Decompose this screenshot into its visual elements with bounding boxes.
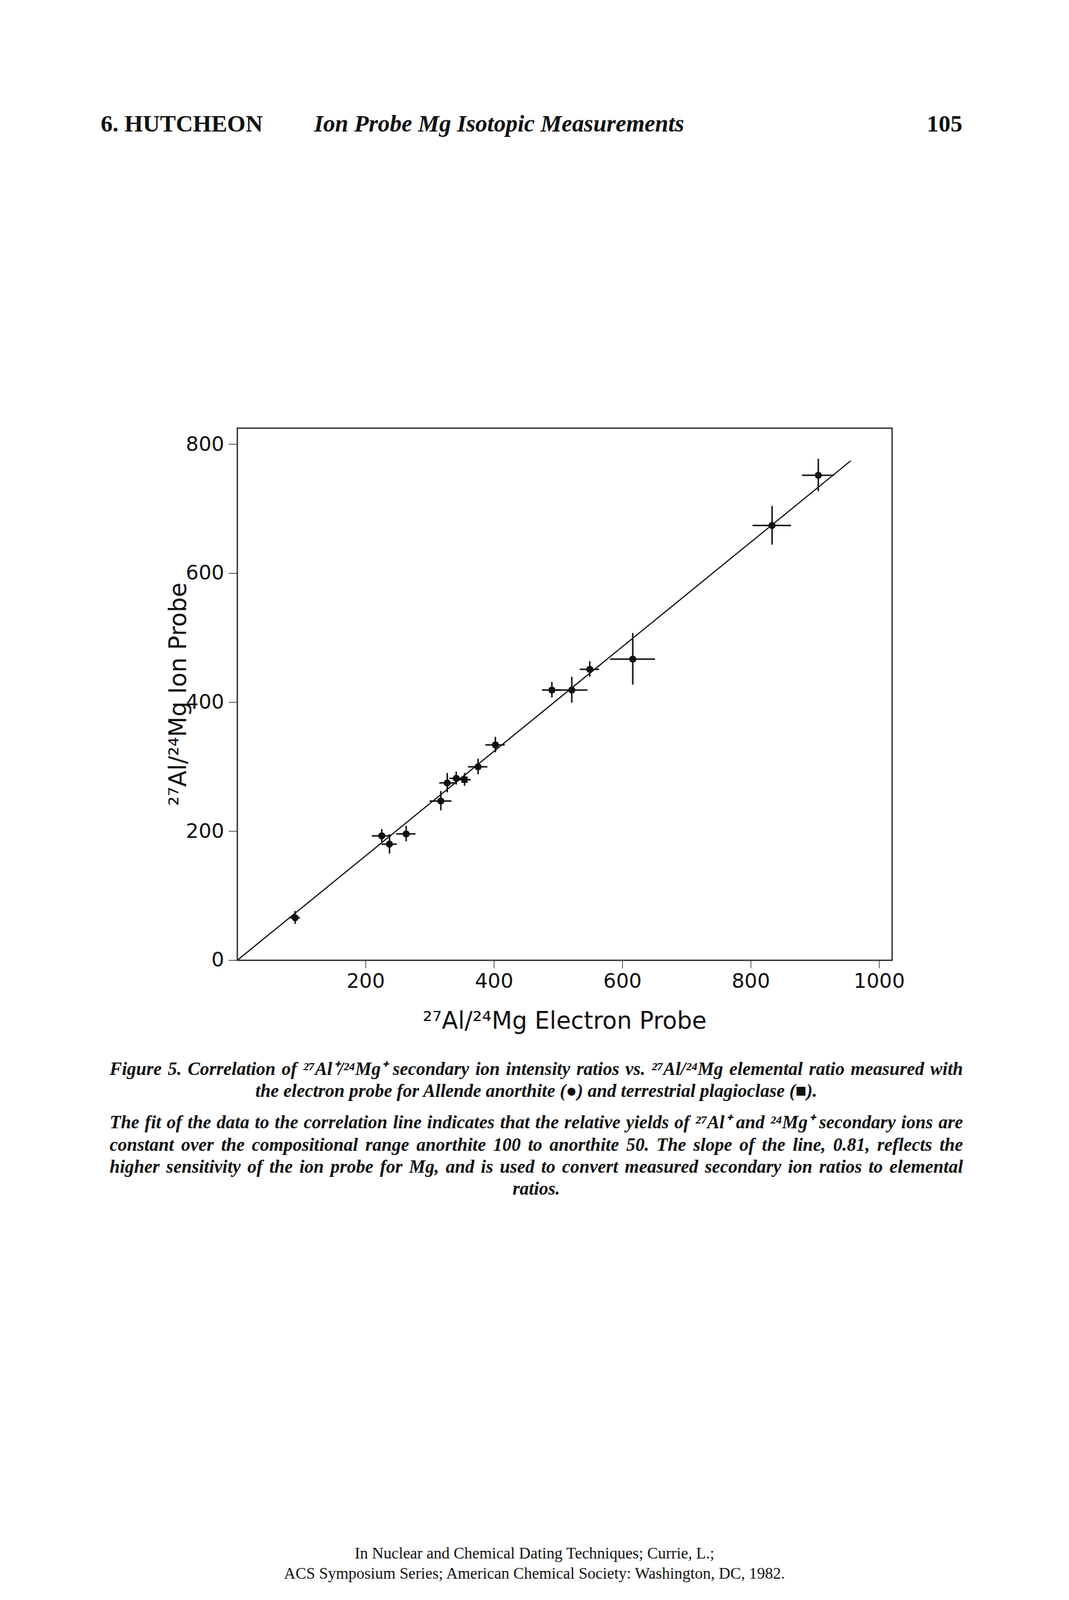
svg-text:²⁷Al/²⁴Mg Electron Probe: ²⁷Al/²⁴Mg Electron Probe bbox=[423, 1006, 707, 1035]
svg-text:600: 600 bbox=[603, 968, 642, 993]
html-text:Figure 5. Correlation of ²⁷Al⁺: Figure 5. Correlation of ²⁷Al⁺/²⁴Mg⁺ sec… bbox=[109, 1058, 963, 1102]
html-text:6. HUTCHEON: 6. HUTCHEON bbox=[100, 110, 263, 137]
svg-text:600: 600 bbox=[186, 560, 225, 585]
html-text:The fit of the data to the cor: The fit of the data to the correlation l… bbox=[109, 1111, 963, 1199]
html-text:In Nuclear and Chemical Dating: In Nuclear and Chemical Dating Technique… bbox=[354, 1544, 715, 1563]
svg-text:1000: 1000 bbox=[853, 968, 906, 993]
svg-text:800: 800 bbox=[731, 968, 771, 993]
html-text:105: 105 bbox=[926, 110, 963, 137]
svg-text:400: 400 bbox=[474, 968, 514, 993]
svg-text:200: 200 bbox=[346, 968, 386, 993]
svg-text:400: 400 bbox=[186, 689, 225, 714]
svg-text:800: 800 bbox=[186, 431, 225, 456]
html-text:Ion Probe Mg Isotopic Measurem: Ion Probe Mg Isotopic Measurements bbox=[314, 110, 685, 137]
svg-text:0: 0 bbox=[211, 947, 225, 972]
svg-text:200: 200 bbox=[186, 818, 225, 843]
html-text:ACS Symposium Series; American: ACS Symposium Series; American Chemical … bbox=[283, 1564, 786, 1583]
svg-text:²⁷Al/²⁴Mg Ion Probe: ²⁷Al/²⁴Mg Ion Probe bbox=[164, 582, 192, 806]
